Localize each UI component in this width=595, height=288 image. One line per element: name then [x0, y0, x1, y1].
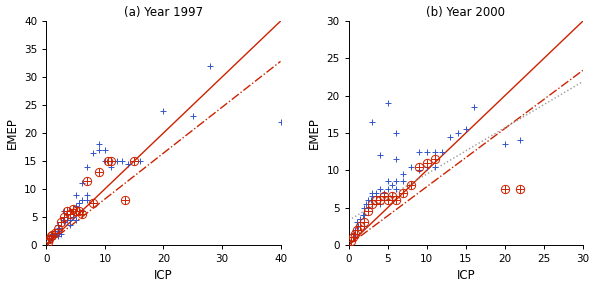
Y-axis label: EMEP: EMEP — [5, 117, 18, 149]
Title: (b) Year 2000: (b) Year 2000 — [426, 5, 505, 18]
X-axis label: ICP: ICP — [154, 270, 173, 283]
Title: (a) Year 1997: (a) Year 1997 — [124, 5, 203, 18]
X-axis label: ICP: ICP — [456, 270, 475, 283]
Y-axis label: EMEP: EMEP — [308, 117, 321, 149]
